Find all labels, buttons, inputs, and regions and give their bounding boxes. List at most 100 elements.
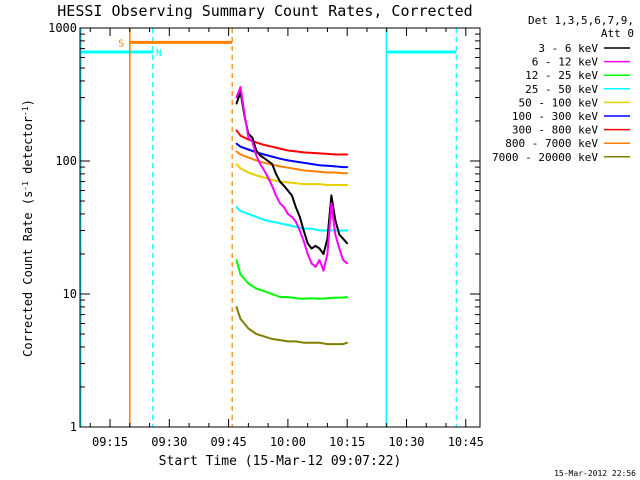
series-point [302, 183, 305, 186]
y-tick-label: 10 [63, 287, 77, 301]
x-axis: 09:15 09:30 09:45 10:00 10:15 10:30 10:45 [89, 28, 484, 449]
series-point [318, 170, 321, 173]
series-point [342, 153, 345, 156]
y-tick-label: 1 [70, 420, 77, 434]
series-point [326, 164, 329, 167]
series-point [310, 163, 313, 165]
series-point [235, 259, 238, 261]
series-point [263, 144, 266, 146]
series-point [346, 172, 349, 175]
legend-label: 25 - 50 keV [525, 83, 598, 96]
y-axis: 1 10 100 1000 [48, 21, 480, 434]
series-point [346, 341, 349, 344]
series-point [342, 229, 345, 232]
series-point [247, 148, 250, 151]
series-point [263, 153, 266, 156]
series-point [255, 159, 258, 162]
series-point [294, 160, 297, 163]
series-point [334, 219, 337, 221]
series-point [235, 142, 238, 145]
series-point [342, 296, 345, 299]
series-point [342, 172, 345, 175]
series-point [342, 343, 345, 346]
series-point [279, 180, 281, 183]
series-point [314, 244, 317, 247]
series-point [310, 152, 313, 154]
series-point [279, 147, 281, 150]
series-point [239, 167, 242, 170]
series-point [287, 149, 289, 152]
series-point [255, 333, 258, 335]
series-point [346, 242, 349, 245]
series-point [294, 340, 297, 343]
series-point [235, 129, 238, 132]
legend-label: 300 - 800 keV [512, 124, 598, 137]
series-point [235, 102, 238, 105]
series-point [294, 225, 297, 228]
series-point [247, 327, 250, 330]
series-point [255, 154, 258, 157]
series-line-7 [235, 150, 348, 175]
series-point [279, 296, 281, 298]
night-label: N [156, 48, 162, 59]
series-point [290, 194, 293, 197]
series-point [342, 184, 345, 186]
series-point [287, 189, 289, 192]
series-point [239, 86, 242, 88]
series-line-4 [235, 163, 348, 186]
series-point [346, 184, 349, 186]
legend-label: 800 - 7000 keV [505, 137, 598, 150]
legend-header-line1: Det 1,3,5,6,7,9, [528, 14, 634, 27]
series-point [263, 176, 266, 179]
series-point [279, 222, 281, 225]
legend-label: 3 - 6 keV [538, 42, 598, 55]
series-point [310, 341, 313, 344]
series-point [255, 174, 258, 177]
series-point [263, 157, 266, 160]
series-point [239, 210, 242, 213]
series-point [302, 240, 305, 242]
series-point [247, 136, 250, 139]
series-line-2 [235, 259, 348, 300]
series-point [251, 136, 254, 139]
series-point [302, 341, 305, 344]
x-tick-label: 09:30 [151, 435, 187, 449]
series-point [243, 111, 246, 114]
series-layer [235, 86, 349, 346]
series-point [259, 163, 262, 165]
saa-label: S [118, 38, 124, 49]
series-point [334, 171, 337, 174]
series-point [334, 184, 337, 186]
series-point [263, 335, 266, 338]
x-tick-label: 09:45 [211, 435, 247, 449]
series-point [235, 305, 238, 308]
series-point [302, 229, 305, 232]
series-point [287, 224, 289, 226]
series-point [298, 229, 301, 232]
x-tick-label: 10:00 [270, 435, 306, 449]
series-point [283, 184, 285, 187]
series-point [346, 153, 349, 156]
series-point [334, 343, 337, 346]
series-point [310, 297, 313, 300]
series-point [326, 343, 329, 346]
series-point [310, 262, 313, 265]
series-point [287, 159, 289, 162]
y-axis-label: Corrected Count Rate (s-1 detector-1) [21, 99, 36, 357]
series-point [346, 229, 349, 232]
observing-markers [80, 28, 457, 427]
series-point [338, 233, 341, 236]
series-point [271, 220, 273, 223]
series-point [294, 206, 297, 209]
series-point [310, 247, 313, 250]
plot-frame [79, 27, 481, 428]
series-point [294, 220, 297, 223]
legend-label: 7000 - 20000 keV [492, 151, 598, 164]
y-tick-label: 100 [55, 154, 77, 168]
series-point [346, 166, 349, 168]
series-point [271, 293, 273, 295]
series-point [334, 233, 337, 236]
series-point [302, 161, 305, 164]
series-point [334, 296, 337, 299]
